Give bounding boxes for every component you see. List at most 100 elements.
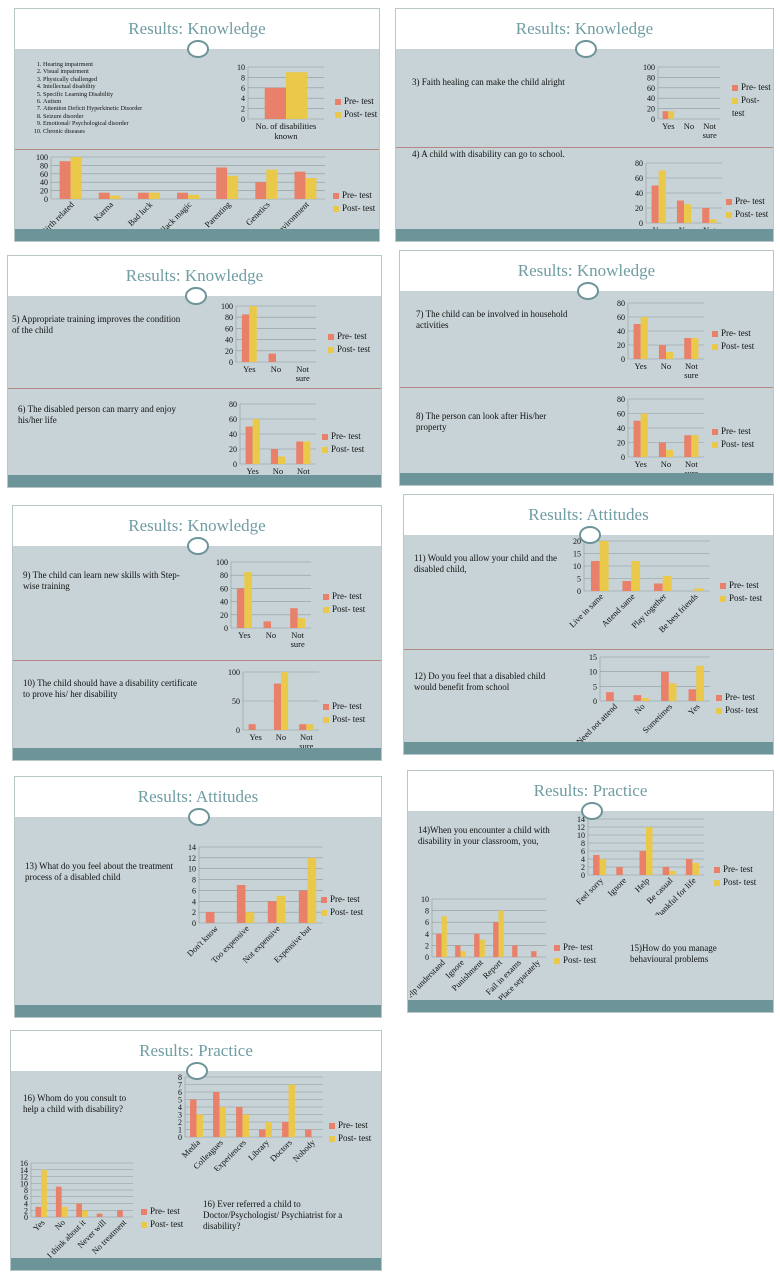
question-15: 15)How do you manage behavioural problem… (630, 943, 717, 964)
slide-knowledge-2: Results: Knowledge 3) Faith healing can … (395, 8, 774, 242)
bar-post (249, 306, 257, 362)
bar-post (669, 871, 676, 875)
bar-post (41, 1169, 47, 1217)
y-tick-label: 2 (178, 1118, 182, 1127)
bar-post (278, 456, 286, 464)
bar-post (599, 859, 607, 875)
y-tick-label: 40 (647, 94, 655, 103)
x-tick-label: Parenting (202, 199, 233, 230)
bar-post (188, 194, 199, 199)
y-tick-label: 0 (593, 697, 597, 706)
x-tick-label: Need not attend (574, 701, 620, 747)
bar-post (696, 665, 704, 701)
bar-pre (616, 867, 623, 875)
legend-post-label: Post- test (723, 877, 757, 887)
y-tick-label: 5 (593, 682, 597, 691)
y-tick-label: 16 (20, 1159, 28, 1168)
legend: Pre- test Post- test (329, 1119, 371, 1145)
y-tick-label: 20 (635, 204, 643, 213)
legend-post: Post- test (329, 1132, 371, 1145)
disability-list-item: Seizure disorder (43, 113, 142, 120)
y-tick-label: 0 (24, 1213, 28, 1222)
y-tick-label: 8 (241, 73, 245, 82)
y-tick-label: 3 (178, 1111, 182, 1120)
y-tick-label: 8 (581, 839, 585, 848)
bar-post (61, 1206, 68, 1217)
x-tick-label: Yes (634, 459, 646, 469)
x-tick-label: Bad luck (126, 199, 155, 228)
question-14: 14)When you encounter a child with disab… (418, 825, 550, 846)
bar-pre (264, 87, 286, 119)
x-tick-label: No (53, 1217, 67, 1231)
bar-pre (245, 426, 253, 464)
question-12: 12) Do you feel that a disabled child wo… (414, 671, 546, 692)
legend-pre: Pre- test (712, 327, 754, 340)
slide-footer (11, 1258, 381, 1270)
bar-pre (653, 583, 663, 591)
legend-post-label: Post- test (337, 344, 371, 354)
y-tick-label: 8 (425, 907, 429, 916)
bar-pre (622, 581, 632, 591)
bar-pre (688, 689, 697, 701)
y-tick-label: 6 (241, 84, 245, 93)
slide-body: 11) Would you allow your child and the d… (404, 535, 773, 746)
x-tick-label: Yes (246, 466, 258, 476)
ring-icon (574, 40, 597, 58)
legend-pre: Pre- test (323, 700, 365, 713)
bar-post (694, 588, 704, 591)
disability-list-item: Intellectual disability (43, 83, 142, 90)
y-tick-label: 20 (40, 187, 48, 196)
y-tick-label: 8 (178, 1073, 182, 1082)
y-tick-label: 12 (188, 854, 196, 863)
y-tick-label: 80 (635, 159, 643, 168)
legend: Pre- test Post- test (335, 95, 377, 121)
legend-pre: Pre- test (322, 430, 364, 443)
y-tick-label: 60 (635, 174, 643, 183)
slide-footer (396, 229, 773, 241)
x-tick-label: Not (703, 121, 716, 131)
bar-pre (661, 671, 669, 701)
legend-pre: Pre- test (328, 330, 370, 343)
y-tick-label: 100 (643, 63, 655, 72)
legend-post: Post- test (554, 954, 596, 967)
legend: Pre- test Post- test (716, 691, 758, 717)
legend-post-label: Post- test (331, 444, 365, 454)
legend-post-label: Post- test (721, 341, 755, 351)
legend: Pre- test Post- test (714, 863, 756, 889)
bar-post (668, 111, 675, 119)
legend-pre-label: Pre- test (150, 1206, 180, 1216)
x-tick-label: No (684, 121, 694, 131)
bar-pre (190, 1099, 197, 1137)
bar-post (227, 175, 239, 199)
legend-post: Post- test (714, 876, 756, 889)
y-tick-label: 0 (229, 358, 233, 367)
y-tick-label: 40 (617, 424, 625, 433)
y-tick-label: 6 (178, 1088, 182, 1097)
legend-post-label: Post- test (725, 705, 759, 715)
legend: Pre- test Post- test (323, 590, 365, 616)
legend: Pre- test Post- test (323, 700, 365, 726)
bar-pre (35, 1206, 42, 1217)
bar-pre (59, 161, 71, 199)
ring-icon (188, 808, 210, 826)
slide-body: 13) What do you feel about the treatment… (15, 817, 381, 1005)
bar-pre (255, 182, 267, 199)
y-tick-label: 80 (229, 400, 237, 409)
bar-pre (267, 901, 277, 923)
y-tick-label: 20 (617, 341, 625, 350)
bar-pre (282, 1122, 289, 1137)
slide-body: 3) Faith healing can make the child alri… (396, 49, 773, 241)
slide-knowledge-4: Results: Knowledge 7) The child can be i… (399, 250, 774, 486)
bar-pre (305, 1129, 312, 1137)
disability-list-item: Emotional/ Psychological disorder (43, 120, 142, 127)
bar-pre (662, 111, 669, 119)
legend: Pre- test Post- test (712, 327, 754, 353)
legend-pre-label: Pre- test (332, 701, 362, 711)
y-tick-label: 40 (617, 327, 625, 336)
bar-post (668, 683, 677, 701)
ring-icon (184, 287, 207, 305)
disability-list-item: Visual impairment (43, 68, 142, 75)
legend: Pre- test Post- test (321, 893, 363, 919)
